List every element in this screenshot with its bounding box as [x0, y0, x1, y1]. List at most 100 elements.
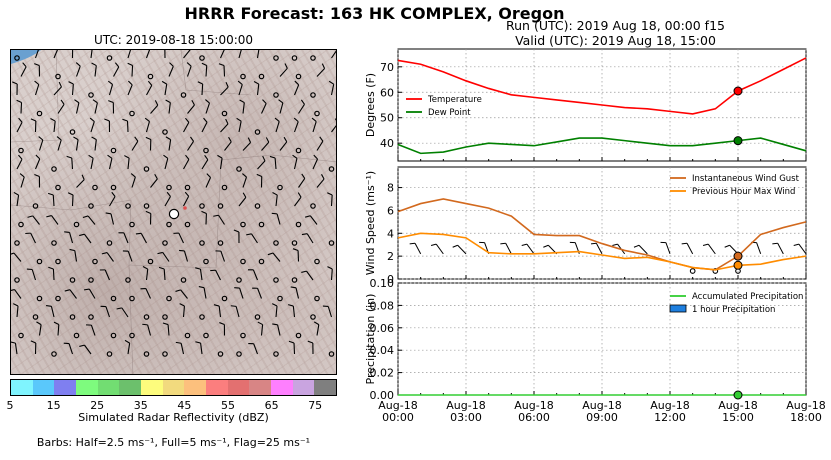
wind-barb: [100, 305, 111, 318]
wind-barb: [34, 154, 41, 170]
calm-circle: [110, 295, 117, 302]
wind-barb: [16, 154, 23, 170]
legend-swatch: [669, 304, 687, 313]
calm-circle: [55, 73, 61, 80]
calm-circle: [240, 221, 246, 228]
colorbar-tick-label: 35: [133, 399, 148, 412]
calm-circle: [147, 73, 154, 80]
wind-barb: [316, 174, 325, 188]
calm-circle: [69, 314, 76, 320]
calm-circle: [92, 184, 98, 191]
current-value-marker: [733, 260, 743, 270]
valid-label: Valid (UTC): 2019 Aug 18, 15:00: [515, 33, 716, 48]
wind-barb: [34, 63, 41, 77]
y-tick-label: 8: [387, 182, 394, 195]
wind-barb: [76, 174, 85, 188]
wind-barb: [142, 323, 152, 336]
wind-barb: [633, 244, 648, 255]
colorbar-segment: [119, 380, 142, 395]
y-tick-label: 4: [387, 227, 394, 240]
calm-circle: [129, 295, 135, 302]
wind-barb: [256, 50, 260, 59]
wind-barb: [175, 289, 188, 299]
calm-circle: [221, 295, 228, 302]
wind-barb: [301, 270, 314, 281]
calm-circle: [18, 147, 24, 154]
wind-barb: [46, 304, 55, 318]
wind-barb: [242, 137, 252, 151]
wind-barb: [311, 117, 317, 133]
y-tick-label: 0.08: [370, 299, 395, 312]
chart-panel-3: 0.00 0.02 0.04 0.06 0.08 0.10 Precipitation (i…: [364, 277, 826, 424]
wind-barb: [12, 81, 18, 96]
calm-circle: [291, 240, 298, 246]
wind-barb: [131, 136, 139, 151]
wind-barb: [257, 321, 264, 336]
calm-circle: [217, 203, 224, 209]
wind-barb: [224, 136, 232, 151]
calm-circle: [310, 203, 316, 209]
wind-barb: [13, 191, 20, 207]
wind-barb: [163, 154, 169, 170]
calm-circle: [166, 295, 172, 302]
wind-barb: [11, 341, 18, 355]
calm-circle: [295, 147, 302, 154]
wind-barb: [146, 80, 153, 96]
calm-circle: [69, 129, 76, 135]
wind-barb: [298, 173, 306, 188]
calm-circle: [689, 268, 696, 274]
wind-barb: [162, 322, 170, 336]
wind-barb: [179, 303, 185, 318]
calm-circle: [273, 277, 279, 283]
wind-barb: [279, 136, 288, 151]
wind-barb: [215, 250, 226, 262]
wind-barb: [164, 50, 166, 59]
calm-circle: [273, 92, 279, 98]
wind-barb: [75, 62, 81, 77]
run-label: Run (UTC): 2019 Aug 18, 00:00 f15: [506, 18, 725, 33]
wind-barb: [257, 155, 266, 170]
wind-barb: [327, 266, 333, 281]
calm-circle: [199, 55, 205, 61]
legend-label: 1 hour Precipitation: [692, 305, 775, 315]
wind-barb: [150, 173, 158, 188]
calm-circle: [254, 129, 261, 135]
wind-barb: [293, 117, 299, 133]
wind-barb: [34, 174, 41, 188]
wind-barb: [331, 118, 336, 133]
calm-circle: [92, 258, 98, 265]
wind-barb: [316, 136, 324, 151]
calm-circle: [88, 92, 94, 98]
county-boundary: [180, 50, 252, 96]
calm-circle: [51, 166, 57, 172]
wind-barb: [11, 289, 22, 299]
wind-barb: [772, 242, 784, 255]
x-tick-label: Aug-18 00:00: [378, 399, 417, 424]
wind-barb: [271, 303, 278, 318]
wind-barb-field: [11, 50, 336, 374]
wind-barb: [293, 80, 300, 96]
wind-barb: [12, 303, 19, 318]
calm-circle: [180, 92, 187, 98]
colorbar-segment: [97, 380, 120, 395]
calm-circle: [295, 221, 302, 228]
wind-barb: [108, 100, 115, 114]
x-tick-label: Aug-18 09:00: [582, 399, 621, 424]
current-value-marker: [733, 251, 743, 261]
wind-barb: [239, 99, 245, 114]
wind-barb: [168, 62, 174, 77]
wind-barb: [127, 50, 132, 59]
wind-barb: [307, 340, 314, 355]
calm-circle: [277, 295, 283, 302]
wind-barb: [90, 50, 93, 59]
wind-barb: [793, 243, 807, 255]
wind-barb: [179, 249, 189, 262]
wind-barb: [79, 233, 92, 244]
wind-barb: [64, 231, 74, 244]
calm-circle: [310, 314, 316, 320]
calm-circle: [143, 314, 150, 320]
wind-barb: [122, 118, 129, 133]
wind-barb: [92, 99, 98, 114]
calm-circle: [184, 221, 191, 228]
calm-circle: [310, 92, 316, 98]
